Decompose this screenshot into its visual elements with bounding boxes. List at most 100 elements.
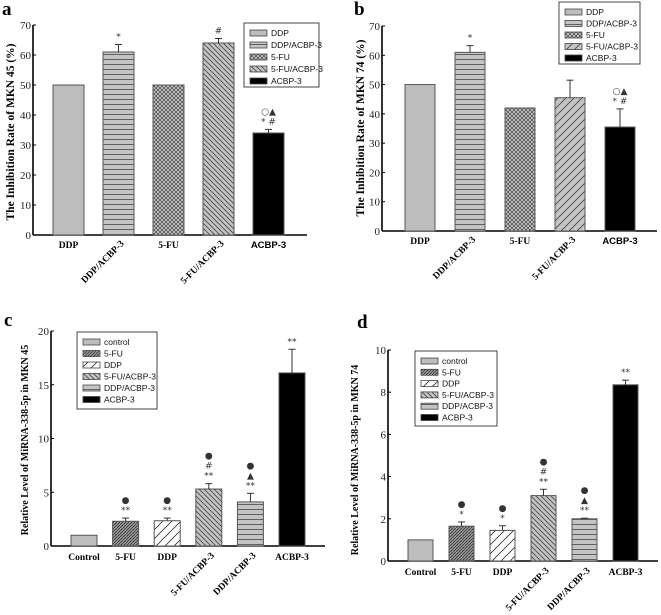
panel-letter-d: d [357,312,368,333]
x-category-label: 5-FU [451,568,472,578]
bar-acbp-3 [604,126,636,232]
legend-swatch [82,350,101,357]
significance-annotation: * [500,514,505,524]
y-tick-label: 5 [44,487,50,499]
legend-label: DDP/ACBP-3 [586,19,637,29]
y-tick-label: 6 [381,429,387,441]
x-category-label: 5-FU/ACBP-3 [531,235,579,283]
legend-swatch [249,41,268,49]
legend-label: ACBP-3 [271,76,302,86]
legend-swatch [420,391,439,399]
y-tick-label: 70 [369,21,381,33]
legend-label: DDP [442,379,460,389]
significance-annotation: ** [539,477,549,487]
panel-b: b The Inhibition Rate of MKN 74 (%) 0 10 2… [354,0,657,282]
legend-swatch [564,43,583,50]
significance-annotation: ** [621,368,631,378]
x-category-label: ACBP-3 [602,236,637,247]
significance-annotation: ○▲ [613,87,628,97]
legend-label: 5-FU/ACBP-3 [271,64,323,74]
legend-swatch [564,31,583,39]
significance-annotation: ● [122,496,130,506]
y-tick-label: 60 [20,50,32,62]
legend-swatch [249,77,268,85]
legend-swatch [564,54,583,62]
panel-letter-a: a [2,0,12,20]
y-tick-label: 40 [369,109,381,121]
bar-ddp-acbp-3 [454,51,486,232]
legend-label: ACBP-3 [104,395,135,405]
y-tick-label: 0 [381,556,387,568]
legend-label: control [442,356,468,366]
bar-ddp [153,520,181,547]
y-tick-label: 8 [381,387,387,399]
bar-5-fu [152,84,185,236]
legend-swatch [82,396,101,403]
x-category-label: ACBP-3 [275,553,309,563]
legend-label: DDP [104,360,122,370]
bar-5-fu-acbp-3 [202,42,235,236]
y-tick-label: 2 [381,514,387,526]
significance-annotation: * [459,510,464,520]
bars-b: DDP*DDP/ACBP-3 5-FU 5-FU/ACBP-3* #○▲ACBP-3 [404,34,638,283]
legend-swatch [82,384,101,392]
significance-annotation: ○▲ [261,107,276,117]
y-tick-label: 15 [38,380,50,392]
x-category-label: DDP/ACBP-3 [212,551,259,598]
y-tick-label: 30 [20,140,32,152]
legend-swatch [420,368,439,376]
legend-label: 5-FU/ACBP-3 [442,390,494,400]
legend-swatch [564,8,583,16]
legend-swatch [249,29,268,37]
bar-acbp-3 [278,372,306,547]
significance-annotation: ● [581,486,589,496]
legend-swatch [249,65,268,73]
y-tick-label: 20 [20,170,32,182]
x-category-label: 5-FU/ACBP-3 [179,239,227,287]
bar-5-fu [112,520,140,547]
x-category-label: ACBP-3 [251,240,286,251]
x-category-label: DDP [410,237,430,247]
significance-annotation: ** [288,337,298,347]
panel-c: c Relative Level of MiRNA-338-5p in MKN … [4,310,325,598]
y-axis-label-b: The Inhibition Rate of MKN 74 (%) [355,39,367,216]
x-category-label: ACBP-3 [609,568,643,578]
legend-swatch [82,338,101,346]
significance-annotation: ** [163,506,173,516]
bar-ddp-acbp-3 [102,51,135,236]
panel-letter-b: b [354,0,365,20]
y-tick-label: 0 [26,230,32,242]
legend-label: DDP [271,28,289,38]
x-category-label: DDP [157,553,177,563]
y-tick-label: 0 [375,226,381,238]
panel-d: d Relative Level of MiRNA-338-5p in MKN … [350,312,658,613]
legend-label: DDP [586,7,604,17]
x-category-label: 5-FU [158,241,179,251]
legend-label: DDP/ACBP-3 [442,401,493,411]
x-category-label: DDP/ACBP-3 [546,566,593,613]
legend-swatch [420,380,439,388]
significance-annotation: ● [246,461,254,471]
significance-annotation: # [540,467,548,477]
significance-annotation: # [215,27,223,37]
legend-swatch [249,53,268,61]
legend-label: 5-FU [271,52,290,62]
x-category-label: Control [68,553,100,563]
y-tick-label: 20 [369,167,381,179]
significance-annotation: ** [246,481,256,491]
significance-annotation: * # [613,97,628,107]
bar-acbp-3 [252,132,285,236]
legend-swatch [420,357,439,365]
significance-annotation: * [468,34,473,44]
significance-annotation: * # [261,117,276,127]
significance-annotation: ▲ [247,471,254,481]
significance-annotation: * [116,33,121,43]
bar-ddp-acbp-3 [236,501,264,547]
bar-control [407,539,434,562]
y-tick-label: 0 [44,541,50,553]
bar-5-fu-acbp-3 [554,97,586,232]
bar-5-fu-acbp-3 [195,488,223,547]
y-tick-label: 10 [375,345,387,357]
